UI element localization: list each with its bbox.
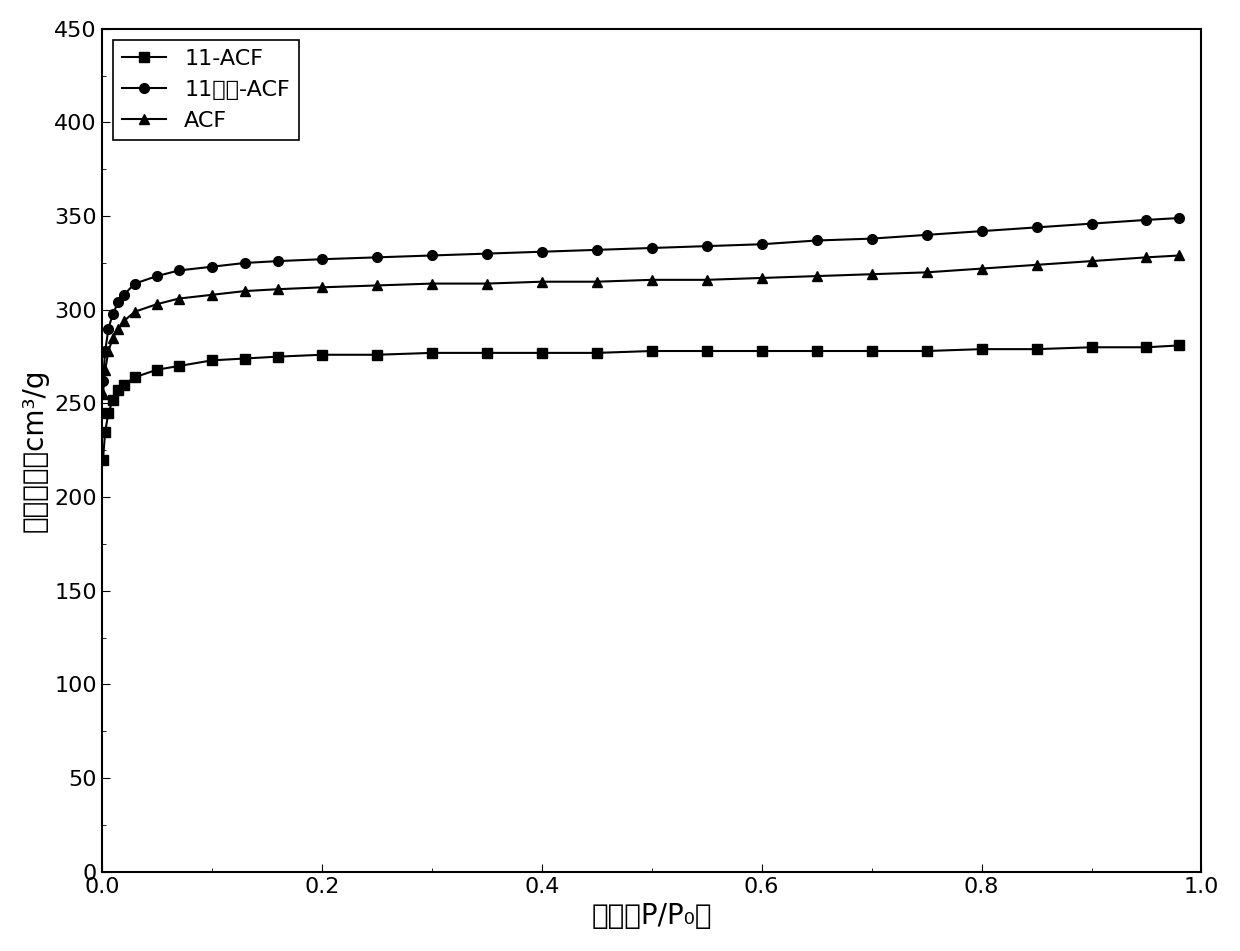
11无镍-ACF <box>589 244 604 256</box>
ACF <box>205 289 219 301</box>
11无镍-ACF <box>128 278 143 289</box>
11无镍-ACF <box>105 308 120 320</box>
ACF <box>810 270 825 281</box>
ACF <box>919 266 934 278</box>
11-ACF <box>270 351 285 362</box>
ACF <box>534 276 549 287</box>
11无镍-ACF <box>1140 214 1154 225</box>
ACF <box>1029 259 1044 270</box>
11-ACF <box>370 349 384 360</box>
Legend: 11-ACF, 11无镍-ACF, ACF: 11-ACF, 11无镍-ACF, ACF <box>113 40 299 140</box>
11-ACF <box>1029 343 1044 355</box>
11-ACF <box>98 426 113 437</box>
11-ACF <box>117 379 131 391</box>
11无镍-ACF <box>100 322 115 334</box>
11无镍-ACF <box>534 246 549 258</box>
11无镍-ACF <box>110 297 125 308</box>
ACF <box>370 280 384 291</box>
11-ACF <box>205 355 219 366</box>
ACF <box>98 364 113 376</box>
11-ACF <box>95 454 110 465</box>
11-ACF <box>645 345 660 357</box>
11-ACF <box>315 349 330 360</box>
11无镍-ACF <box>1084 218 1099 229</box>
ACF <box>110 322 125 334</box>
11-ACF <box>1172 340 1187 351</box>
11-ACF <box>237 353 252 364</box>
11无镍-ACF <box>95 376 110 387</box>
Line: ACF: ACF <box>98 251 1184 399</box>
ACF <box>1084 256 1099 267</box>
ACF <box>128 306 143 318</box>
ACF <box>1140 252 1154 263</box>
ACF <box>424 278 439 289</box>
11无镍-ACF <box>699 241 714 252</box>
11-ACF <box>424 347 439 359</box>
ACF <box>699 274 714 285</box>
ACF <box>589 276 604 287</box>
ACF <box>95 388 110 399</box>
ACF <box>105 332 120 343</box>
11无镍-ACF <box>1172 212 1187 223</box>
ACF <box>645 274 660 285</box>
11无镍-ACF <box>98 345 113 357</box>
11无镍-ACF <box>370 252 384 263</box>
11无镍-ACF <box>754 239 769 250</box>
11-ACF <box>100 407 115 418</box>
11-ACF <box>105 394 120 405</box>
X-axis label: 压力（P/P₀）: 压力（P/P₀） <box>591 902 712 930</box>
ACF <box>171 293 186 304</box>
11无镍-ACF <box>864 233 879 244</box>
ACF <box>117 316 131 327</box>
ACF <box>270 283 285 295</box>
ACF <box>975 262 990 274</box>
ACF <box>100 345 115 357</box>
ACF <box>754 272 769 283</box>
11无镍-ACF <box>919 229 934 241</box>
11-ACF <box>1084 341 1099 353</box>
11-ACF <box>919 345 934 357</box>
11无镍-ACF <box>315 254 330 265</box>
11无镍-ACF <box>149 270 164 281</box>
11无镍-ACF <box>117 289 131 301</box>
ACF <box>480 278 495 289</box>
11-ACF <box>589 347 604 359</box>
11无镍-ACF <box>424 250 439 262</box>
11-ACF <box>128 372 143 383</box>
11无镍-ACF <box>480 248 495 260</box>
Line: 11无镍-ACF: 11无镍-ACF <box>98 213 1184 386</box>
11无镍-ACF <box>810 235 825 246</box>
Line: 11-ACF: 11-ACF <box>98 340 1184 464</box>
11无镍-ACF <box>975 225 990 237</box>
11无镍-ACF <box>205 261 219 272</box>
11-ACF <box>534 347 549 359</box>
11-ACF <box>149 364 164 376</box>
11-ACF <box>699 345 714 357</box>
11无镍-ACF <box>645 243 660 254</box>
11-ACF <box>480 347 495 359</box>
11-ACF <box>171 360 186 372</box>
Y-axis label: 氮气吸附量cm³/g: 氮气吸附量cm³/g <box>21 369 48 532</box>
ACF <box>1172 250 1187 262</box>
11无镍-ACF <box>1029 222 1044 233</box>
11-ACF <box>810 345 825 357</box>
11-ACF <box>754 345 769 357</box>
11-ACF <box>110 384 125 396</box>
ACF <box>864 268 879 280</box>
11无镍-ACF <box>237 258 252 269</box>
ACF <box>237 285 252 297</box>
ACF <box>149 299 164 310</box>
11-ACF <box>864 345 879 357</box>
ACF <box>315 281 330 293</box>
11无镍-ACF <box>171 264 186 276</box>
11-ACF <box>1140 341 1154 353</box>
11-ACF <box>975 343 990 355</box>
11无镍-ACF <box>270 256 285 267</box>
